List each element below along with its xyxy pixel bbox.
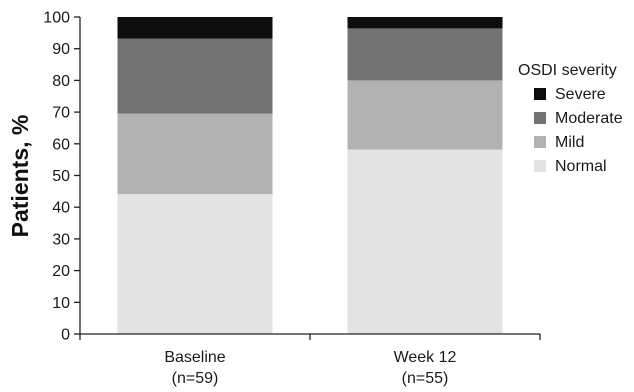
y-tick-label: 60 [52,136,70,153]
x-category-label: Baseline [164,349,225,366]
bar-segment-normal-1 [117,194,273,334]
y-axis-label: Patients, % [7,115,33,238]
bar-segment-moderate-1 [117,38,273,114]
legend-title: OSDI severity [518,62,617,79]
y-tick-label: 80 [52,73,70,90]
y-tick-label: 30 [52,231,70,248]
y-tick-label: 70 [52,105,70,122]
y-tick-label: 90 [52,41,70,58]
legend-label-normal: Normal [555,158,607,175]
y-tick-label: 0 [61,327,70,344]
bar-segment-normal-2 [347,149,503,334]
bar-segment-moderate-2 [347,28,503,81]
legend-label-moderate: Moderate [555,110,623,127]
y-tick-label: 10 [52,295,70,312]
x-category-label: Week 12 [394,349,457,366]
legend-label-severe: Severe [555,86,606,103]
legend-swatch-moderate [534,112,546,124]
legend-label-mild: Mild [555,134,584,151]
legend-swatch-mild [534,136,546,148]
y-tick-label: 50 [52,168,70,185]
bar-segment-mild-2 [347,80,503,150]
legend-swatch-normal [534,160,546,172]
y-tick-label: 40 [52,200,70,217]
bar-segment-severe-1 [117,17,273,39]
y-tick-label: 100 [43,10,70,27]
bar-segment-mild-1 [117,113,273,195]
bar-segment-severe-2 [347,17,503,29]
bars [117,17,503,334]
legend: OSDI severity Severe Moderate Mild Normal [518,62,623,175]
y-tick-label: 20 [52,263,70,280]
legend-swatch-severe [534,88,546,100]
x-category-sublabel: (n=55) [402,370,449,387]
x-axis-ticks: Baseline (n=59) Week 12 (n=55) [79,334,541,387]
y-axis-ticks: 0 10 20 30 40 50 60 70 80 90 100 [43,10,80,344]
x-category-sublabel: (n=59) [172,370,219,387]
